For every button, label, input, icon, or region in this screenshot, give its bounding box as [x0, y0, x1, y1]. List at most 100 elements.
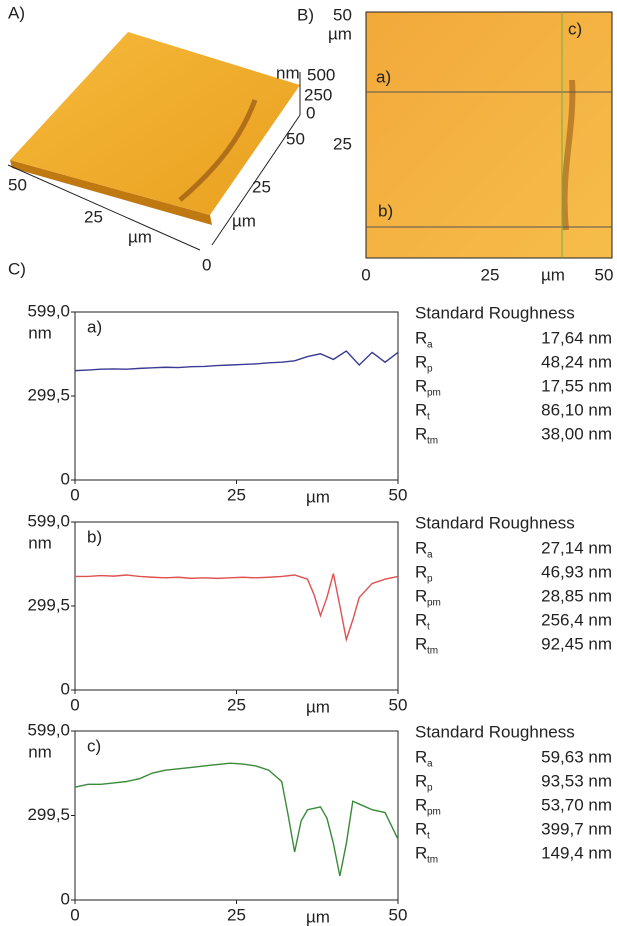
y-unit: µm	[232, 211, 256, 230]
parameter-symbol: R	[415, 424, 427, 443]
y-tick: 25	[333, 134, 352, 153]
parameter-symbol: R	[415, 328, 427, 347]
panel-b: B) 50 µm 25 0 25 µm 50 a) b) c)	[297, 5, 613, 284]
parameter-subscript: a	[427, 340, 433, 351]
parameter-subscript: tm	[427, 436, 438, 447]
profile-line	[75, 573, 399, 643]
surface-3d	[10, 32, 300, 215]
parameter-value: 93,53 nm	[541, 771, 612, 790]
parameter-subscript: p	[427, 574, 433, 585]
y-tick-label: 299,5	[27, 385, 70, 404]
parameter-subscript: tm	[427, 855, 438, 866]
line-label: c)	[568, 19, 582, 38]
parameter-value: 399,7 nm	[541, 819, 612, 838]
parameter-symbol: R	[415, 795, 427, 814]
parameter-subscript: t	[427, 831, 430, 842]
x-tick-label: 0	[70, 905, 79, 924]
z-unit: nm	[276, 63, 300, 82]
parameter-subscript: tm	[427, 646, 438, 657]
y-axis-label: nm	[28, 323, 52, 342]
parameter-value: 28,85 nm	[541, 586, 612, 605]
x-tick-label: 25	[227, 695, 246, 714]
z-tick: 250	[304, 85, 332, 104]
parameter-symbol: R	[415, 634, 427, 653]
parameter-symbol: R	[415, 819, 427, 838]
y-unit: µm	[328, 24, 352, 43]
roughness-title: Standard Roughness	[415, 303, 575, 322]
plot-frame	[74, 730, 399, 901]
panel-label: C)	[8, 259, 26, 278]
parameter-subscript: p	[427, 783, 433, 794]
z-tick: 500	[307, 65, 335, 84]
profile-line	[74, 350, 399, 372]
x-tick-label: 50	[389, 905, 408, 924]
parameter-symbol: R	[415, 843, 427, 862]
parameter-symbol: R	[415, 771, 427, 790]
parameter-value: 17,64 nm	[541, 328, 612, 347]
parameter-symbol: R	[415, 400, 427, 419]
parameter-subscript: p	[427, 364, 433, 375]
y-tick-label: 0	[61, 469, 70, 488]
x-axis-label: µm	[306, 697, 330, 716]
y-tick-label: 599,0	[27, 720, 70, 739]
x-tick: 25	[84, 207, 103, 226]
parameter-symbol: R	[415, 538, 427, 557]
y-tick-label: 599,0	[27, 301, 70, 320]
parameter-symbol: R	[415, 352, 427, 371]
line-label: a)	[376, 67, 391, 86]
panel-a: A) nm 500 250 0 50 25 µm 0 50 25 µm	[7, 3, 335, 274]
x-tick-label: 0	[70, 485, 79, 504]
y-tick: 0	[202, 255, 211, 274]
x-axis	[7, 164, 201, 251]
parameter-subscript: t	[427, 412, 430, 423]
plot-frame	[74, 521, 399, 691]
x-axis-label: µm	[306, 907, 330, 926]
chart-title: c)	[87, 736, 101, 755]
parameter-value: 59,63 nm	[541, 747, 612, 766]
roughness-title: Standard Roughness	[415, 513, 575, 532]
image-feature	[561, 79, 576, 231]
parameter-value: 149,4 nm	[541, 843, 612, 862]
parameter-value: 53,70 nm	[541, 795, 612, 814]
x-tick-label: 25	[227, 905, 246, 924]
x-tick-label: 25	[227, 485, 246, 504]
x-tick: 50	[8, 175, 27, 194]
parameter-value: 86,10 nm	[541, 400, 612, 419]
parameter-value: 48,24 nm	[541, 352, 612, 371]
roughness-title: Standard Roughness	[415, 722, 575, 741]
x-unit: µm	[128, 227, 152, 246]
x-tick: 0	[361, 265, 370, 284]
parameter-symbol: R	[415, 747, 427, 766]
y-tick-label: 299,5	[27, 805, 70, 824]
surface-feature	[178, 99, 258, 202]
profile-line	[74, 762, 399, 877]
parameter-value: 92,45 nm	[541, 634, 612, 653]
parameter-value: 17,55 nm	[541, 376, 612, 395]
parameter-value: 256,4 nm	[541, 610, 612, 629]
x-tick-label: 50	[389, 485, 408, 504]
x-tick: 25	[481, 265, 500, 284]
parameter-subscript: pm	[427, 388, 441, 399]
x-tick-label: 0	[70, 695, 79, 714]
parameter-subscript: pm	[427, 598, 441, 609]
parameter-subscript: a	[427, 550, 433, 561]
chart-title: b)	[87, 527, 102, 546]
parameter-symbol: R	[415, 586, 427, 605]
y-axis-label: nm	[28, 742, 52, 761]
x-axis-label: µm	[306, 487, 330, 506]
parameter-symbol: R	[415, 610, 427, 629]
y-axis	[211, 114, 301, 246]
y-tick-label: 599,0	[27, 511, 70, 530]
parameter-value: 27,14 nm	[541, 538, 612, 557]
x-unit: µm	[541, 265, 565, 284]
x-tick: 50	[595, 265, 614, 284]
parameter-value: 38,00 nm	[541, 424, 612, 443]
panel-label: A)	[8, 3, 25, 22]
y-tick-label: 0	[61, 889, 70, 908]
y-tick: 50	[333, 5, 352, 24]
chart-title: a)	[87, 317, 102, 336]
y-tick-label: 299,5	[27, 595, 70, 614]
x-tick-label: 50	[389, 695, 408, 714]
parameter-subscript: a	[427, 759, 433, 770]
